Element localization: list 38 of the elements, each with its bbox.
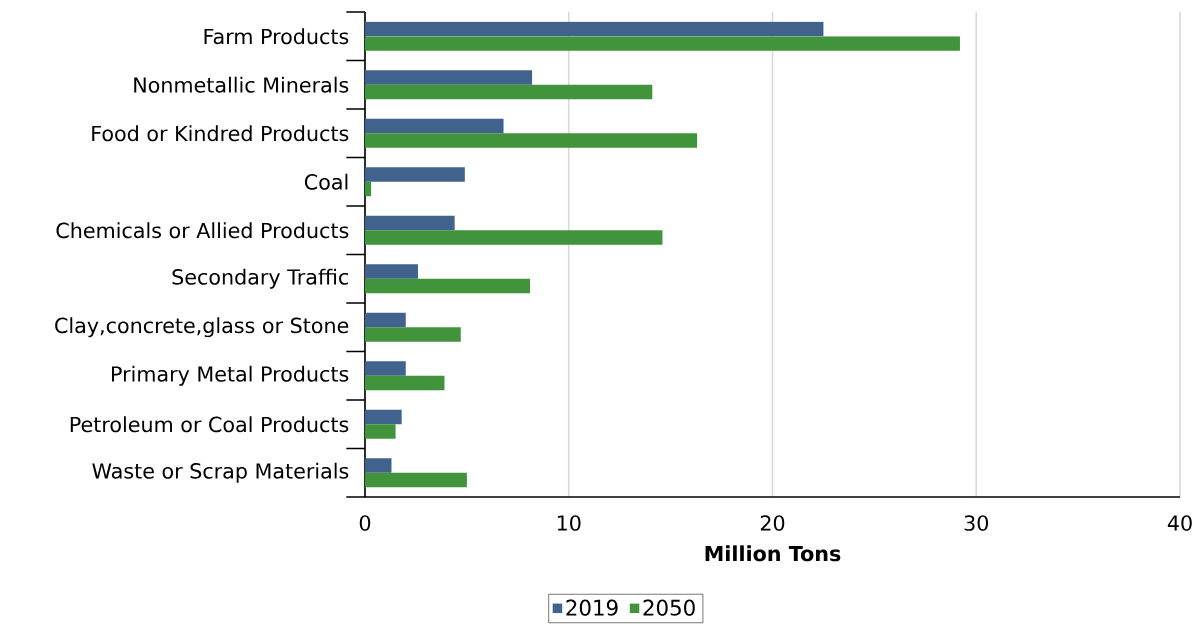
x-tick-label: 10: [557, 515, 581, 531]
x-axis-title: Million Tons: [705, 545, 841, 562]
y-tick-label: Food or Kindred Products: [92, 125, 349, 142]
bar: [365, 167, 465, 182]
bar: [365, 458, 392, 473]
y-tick-label: Coal: [304, 173, 348, 190]
y-tick-label: Farm Products: [204, 28, 349, 45]
y-tick-label: Waste or Scrap Materials: [92, 462, 349, 483]
bar: [365, 361, 406, 376]
y-tick-label: Nonmetallic Minerals: [134, 76, 349, 93]
bar: [365, 70, 533, 85]
legend-label: 2019: [566, 599, 618, 616]
y-tick-label: Secondary Traffic: [172, 268, 349, 289]
bar: [365, 312, 406, 328]
bar: [365, 133, 698, 148]
y-tick-label: Clay,concrete,glass or Stone: [55, 317, 349, 338]
bar: [365, 118, 504, 134]
bar: [365, 215, 455, 231]
bar: [365, 278, 531, 294]
bar: [365, 327, 461, 342]
bar: [365, 181, 372, 197]
y-tick-label: Chemicals or Allied Products: [56, 222, 349, 239]
bar: [365, 230, 663, 245]
x-tick-label: 30: [964, 515, 989, 531]
bar: [365, 472, 467, 488]
legend-label: 2050: [643, 599, 695, 616]
x-tick-label: 0: [359, 515, 371, 531]
bar: [365, 424, 396, 439]
bar: [365, 375, 445, 391]
y-tick-label: Petroleum or Coal Products: [70, 416, 349, 433]
bar: [365, 409, 402, 425]
x-tick-label: 20: [760, 515, 785, 531]
bar: [365, 264, 418, 279]
bar: [365, 21, 824, 37]
bar: [365, 84, 653, 100]
x-tick-label: 40: [1167, 515, 1192, 531]
y-tick-label: Primary Metal Products: [112, 365, 349, 386]
bar: [365, 36, 960, 51]
